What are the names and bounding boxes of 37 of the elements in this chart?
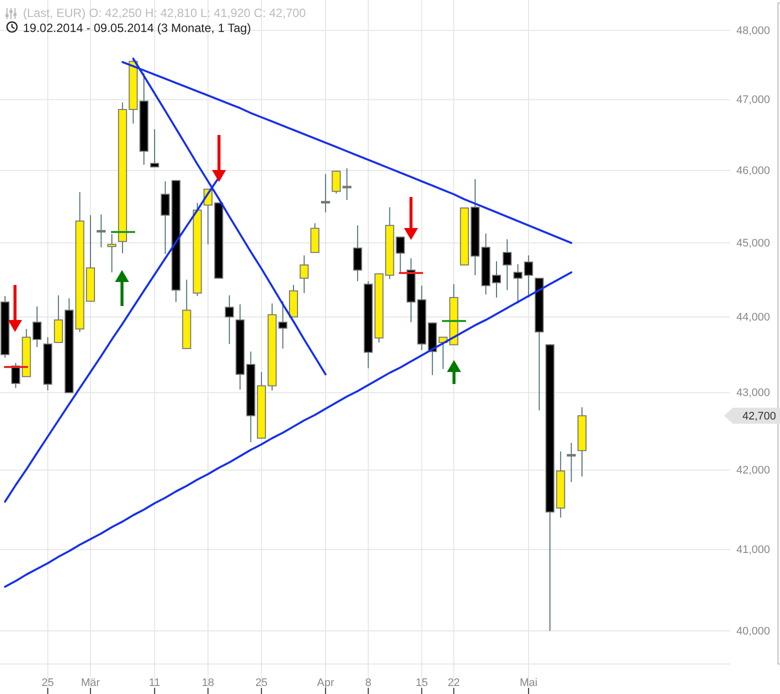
y-tick-label: 47,000 [736,94,770,106]
x-tick-label: 25 [255,677,268,689]
y-tick-label: 46,000 [736,165,770,178]
x-tick-label: 11 [148,677,160,689]
candlestick [150,128,160,168]
text: 42,700 [742,410,776,423]
candlestick [502,238,512,291]
candlestick [566,442,576,482]
candlestick [300,254,309,294]
y-tick-label: 44,000 [736,311,770,324]
text: 19.02.2014 - 09.05.2014 (3 Monate, 1 Tag) [23,21,251,35]
candlestick [278,300,288,350]
candlestick [96,214,106,248]
y-tick-label: 40,000 [736,625,770,638]
y-tick-label: 42,000 [736,464,770,477]
x-tick-label: 8 [365,677,372,689]
candlestick [353,224,362,282]
x-tick-label: 25 [42,677,54,689]
x-tick-label: 22 [448,677,460,689]
x-tick-label: Mär [81,677,100,689]
candlestick [332,170,341,194]
candlestick [342,168,352,201]
candlestick [396,236,405,273]
y-tick-label: 41,000 [736,544,770,556]
x-tick-label: Mai [520,677,538,689]
chart-title: (Last, EUR) O: 42,250 H: 42,810 L: 41,920 C: 42,700 [23,6,306,20]
candlestick [224,294,234,345]
line-series [4,271,572,588]
y-tick-label: 45,000 [736,237,770,250]
y-tick-label: 48,000 [736,24,770,37]
x-tick-label: 18 [202,677,214,689]
x-tick-label: 15 [416,677,428,689]
candlestick [107,234,116,273]
candlestick [11,362,20,389]
y-tick-label: 43,000 [736,387,770,400]
x-tick-label: Apr [316,677,334,689]
candlestick [321,174,330,213]
